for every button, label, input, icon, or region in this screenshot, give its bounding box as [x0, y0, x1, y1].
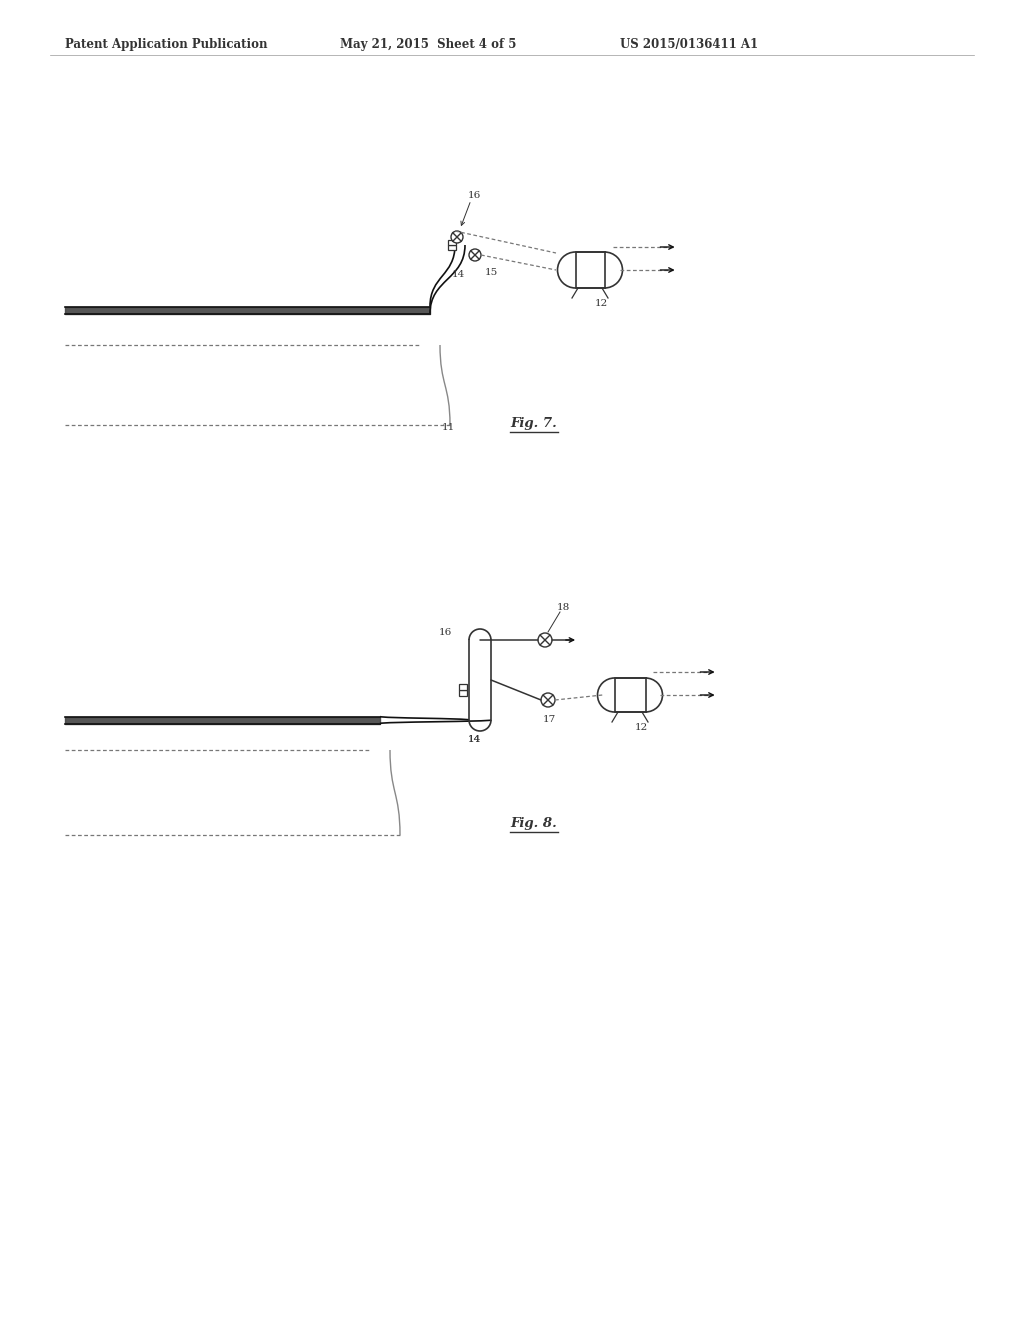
Text: 14: 14: [468, 735, 481, 744]
Bar: [459, 690, 467, 696]
Text: 17: 17: [543, 715, 556, 723]
Text: Fig. 7.: Fig. 7.: [510, 417, 557, 430]
Text: 18: 18: [557, 603, 570, 612]
Circle shape: [451, 231, 463, 243]
Text: 12: 12: [595, 300, 608, 308]
Text: 15: 15: [485, 268, 499, 277]
Text: 16: 16: [439, 628, 453, 638]
Text: Patent Application Publication: Patent Application Publication: [65, 38, 267, 51]
Bar: [575, 252, 604, 288]
Bar: [614, 678, 645, 711]
Bar: [449, 240, 456, 246]
Circle shape: [541, 693, 555, 708]
Bar: [459, 684, 467, 690]
Text: 14: 14: [452, 271, 465, 279]
Circle shape: [538, 634, 552, 647]
Circle shape: [469, 249, 481, 261]
Text: Fig. 8.: Fig. 8.: [510, 817, 557, 830]
Bar: [449, 246, 456, 249]
Text: 12: 12: [635, 723, 648, 733]
Text: US 2015/0136411 A1: US 2015/0136411 A1: [620, 38, 758, 51]
Text: 16: 16: [468, 191, 481, 201]
Text: May 21, 2015  Sheet 4 of 5: May 21, 2015 Sheet 4 of 5: [340, 38, 516, 51]
Text: 11: 11: [442, 422, 456, 432]
Text: 14: 14: [468, 735, 481, 744]
